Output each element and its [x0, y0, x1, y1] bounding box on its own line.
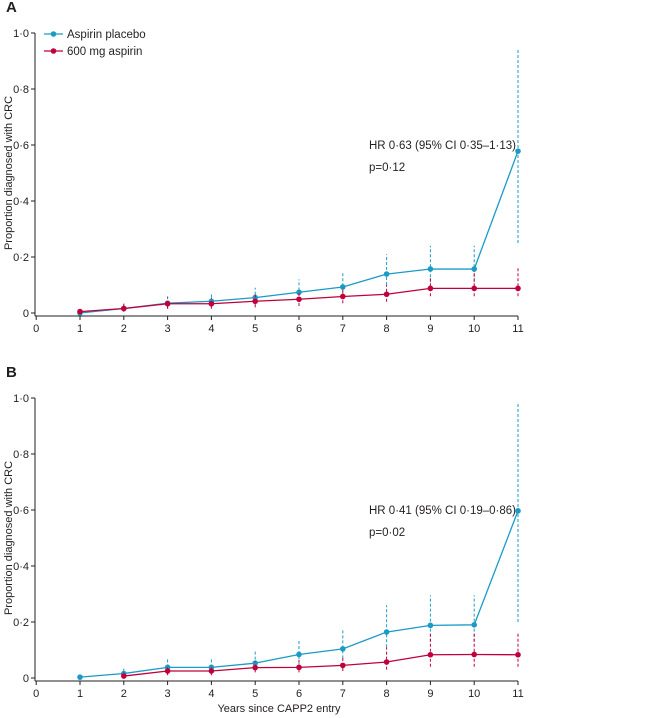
data-point	[471, 285, 478, 292]
x-tick-label: 3	[165, 688, 171, 700]
data-point	[252, 664, 258, 671]
y-tick-label: 0·4	[13, 561, 29, 573]
data-point	[515, 285, 521, 292]
data-point	[121, 673, 127, 679]
hr-annotation: HR 0·41 (95% CI 0·19–0·86)	[369, 505, 516, 517]
data-point	[164, 300, 171, 307]
data-point	[296, 651, 302, 658]
data-point	[77, 308, 83, 315]
x-tick-label: 8	[384, 323, 390, 335]
y-tick-label: 0	[23, 308, 29, 320]
y-tick-label: 0·6	[13, 140, 29, 152]
series-line	[123, 653, 519, 677]
legend-label: 600 mg aspirin	[67, 46, 142, 58]
data-point	[383, 659, 390, 665]
data-point	[383, 291, 390, 298]
data-point	[121, 305, 127, 312]
p-value-annotation: p=0·02	[369, 527, 405, 539]
data-point	[471, 622, 478, 628]
data-point	[427, 622, 434, 629]
x-tick-label: 5	[252, 323, 258, 335]
panel-label: B	[6, 364, 17, 381]
x-tick-label: 3	[165, 323, 171, 335]
x-tick-label: 1	[77, 688, 83, 700]
data-point	[471, 651, 478, 658]
legend-label: Aspirin placebo	[67, 29, 146, 41]
x-tick-label: 8	[384, 688, 390, 700]
x-tick-label: 0	[33, 323, 39, 335]
y-tick-label: 0·2	[13, 252, 29, 264]
y-tick-label: 0·4	[13, 196, 29, 208]
x-tick-label: 10	[468, 323, 480, 335]
y-tick-label: 1·0	[13, 28, 29, 40]
data-point	[208, 668, 215, 674]
data-point	[340, 293, 346, 300]
data-point	[296, 296, 302, 303]
data-point	[515, 508, 521, 514]
data-point	[252, 660, 258, 666]
x-axis-label: Years since CAPP2 entry	[217, 703, 341, 715]
y-tick-label: 0·8	[13, 84, 29, 96]
x-tick-label: 5	[252, 688, 258, 700]
y-tick-label: 0·6	[13, 505, 29, 517]
legend-marker	[50, 48, 57, 54]
data-point	[427, 651, 434, 658]
hr-annotation: HR 0·63 (95% CI 0·35–1·13)	[369, 140, 516, 152]
x-tick-label: 10	[468, 688, 480, 700]
data-point	[296, 289, 302, 296]
y-tick-label: 0	[23, 673, 29, 685]
x-tick-label: 7	[340, 323, 346, 335]
data-point	[427, 266, 434, 272]
data-point	[296, 664, 302, 671]
data-point	[383, 629, 390, 635]
data-point	[383, 271, 390, 277]
x-tick-label: 4	[208, 688, 214, 700]
data-point	[427, 285, 434, 292]
x-tick-label: 0	[33, 688, 39, 700]
x-tick-label: 11	[512, 688, 523, 700]
x-tick-label: 4	[208, 323, 214, 335]
x-tick-label: 11	[512, 323, 523, 335]
x-tick-label: 9	[427, 688, 433, 700]
x-tick-label: 7	[340, 688, 346, 700]
panel-label: A	[6, 0, 17, 16]
data-point	[208, 300, 215, 307]
data-point	[252, 298, 258, 305]
x-tick-label: 6	[296, 688, 302, 700]
data-point	[515, 148, 521, 154]
data-point	[340, 646, 346, 652]
y-tick-label: 1·0	[13, 393, 29, 405]
data-point	[77, 674, 83, 680]
y-axis-label: Proportion diagnosed with CRC	[3, 96, 15, 250]
data-point	[340, 662, 346, 669]
x-tick-label: 2	[121, 323, 127, 335]
data-point	[164, 668, 171, 674]
data-point	[340, 284, 346, 290]
y-axis-label: Proportion diagnosed with CRC	[3, 461, 15, 615]
y-tick-label: 0·2	[13, 617, 29, 629]
data-point	[515, 651, 521, 658]
p-value-annotation: p=0·12	[369, 162, 405, 174]
data-point	[471, 266, 478, 272]
x-tick-label: 1	[77, 323, 83, 335]
x-tick-label: 9	[427, 323, 433, 335]
x-tick-label: 6	[296, 323, 302, 335]
y-tick-label: 0·8	[13, 449, 29, 461]
x-tick-label: 2	[121, 688, 127, 700]
legend-marker	[50, 31, 57, 37]
